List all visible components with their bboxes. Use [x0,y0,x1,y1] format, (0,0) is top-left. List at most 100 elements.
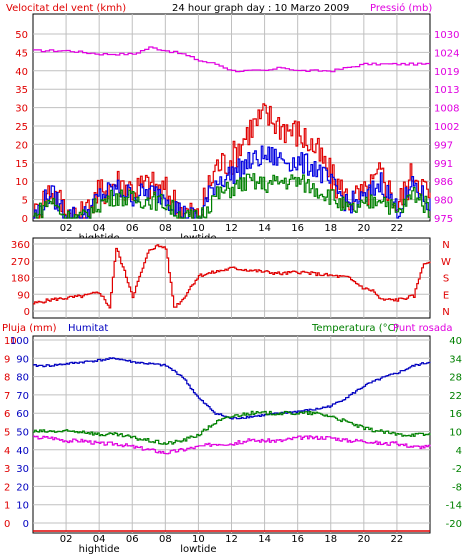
chart-title: 24 hour graph day : 10 Marzo 2009 [172,3,349,14]
pressure-tick-label: 997 [434,140,453,151]
humidity-tick-label: 100 [10,336,29,347]
rain-tick-label: 10 [4,336,17,347]
humidity-tick-label: 30 [16,464,29,475]
rain-tick-label: 5 [4,428,10,439]
direction-series [33,244,431,309]
humidity-tick-label: 40 [16,446,29,457]
wind-tick-label: 30 [15,104,28,115]
direction-tick-label: 180 [11,274,30,285]
humidity-tick-label: 80 [16,373,29,384]
wind-series [33,46,431,219]
direction-left-ticks: 360 270 180 90 0 [11,240,30,318]
humidity-tick-label: 0 [23,519,29,530]
temperature-tick-label: -14 [446,501,462,512]
temp-x-tick-label: 16 [291,534,304,545]
tide-label: lowtide [180,544,216,555]
temp-x-ticks: 02 04 06 08 10 12 14 16 18 20 22 hightide lowtide [60,534,404,555]
temp-x-tick-label: 04 [93,534,106,545]
compass-tick-label: W [441,257,451,268]
wind-tick-label: 10 [15,177,28,188]
humidity-tick-label: 70 [16,391,29,402]
pressure-tick-label: 1013 [434,85,459,96]
wind-x-tick-label: 20 [357,223,370,234]
temp-humidity-panel: Pluja (mm) Humitat Temperatura (°C) Punt… [2,323,462,555]
direction-grid [33,238,430,318]
temperature-tick-label: -8 [452,482,462,493]
wind-x-tick-label: 04 [93,223,106,234]
dewpoint-axis-label: Punt rosada [393,323,452,334]
temperature-tick-label: 34 [449,354,462,365]
temperature-tick-label: 4 [456,446,462,457]
wind-tick-label: 50 [15,30,28,41]
temp-series-line [33,435,431,455]
temp-right-ticks: 40 34 28 22 16 10 4 -2 -8 -14 -20 [446,336,462,530]
pressure-tick-label: 986 [434,177,453,188]
wind-x-tick-label: 08 [159,223,172,234]
wind-x-tick-label: 06 [126,223,139,234]
temperature-axis-label: Temperatura (°C) [311,323,399,334]
humidity-tick-label: 90 [16,354,29,365]
wind-tick-label: 5 [22,196,28,207]
compass-tick-label: S [443,274,449,285]
temperature-tick-label: -2 [452,464,462,475]
tide-label: hightide [79,544,120,555]
wind-tick-label: 40 [15,67,28,78]
temperature-tick-label: 40 [449,336,462,347]
rain-tick-label: 7 [4,391,10,402]
pressure-tick-label: 980 [434,196,453,207]
direction-tick-label: 360 [11,240,30,251]
temperature-tick-label: 22 [449,391,462,402]
humidity-axis-label: Humitat [68,323,108,334]
compass-tick-label: E [443,290,449,301]
temp-x-tick-label: 10 [192,534,205,545]
pressure-tick-label: 975 [434,214,453,225]
rain-tick-label: 9 [4,354,10,365]
wind-tick-label: 45 [15,48,28,59]
wind-tick-label: 20 [15,140,28,151]
pressure-tick-label: 991 [434,159,453,170]
wind-pressure-panel: Velocitat del vent (kmh) 24 hour graph d… [6,2,459,244]
temperature-tick-label: -20 [446,519,462,530]
wind-tick-label: 35 [15,85,28,96]
wind-x-tick-label: 16 [291,223,304,234]
temp-series-line [33,410,431,445]
direction-series-line [33,244,431,309]
direction-tick-label: 270 [11,257,30,268]
wind-series-line [33,173,431,219]
temp-x-tick-label: 08 [159,534,172,545]
humidity-tick-label: 20 [16,482,29,493]
pressure-axis-label: Pressió (mb) [370,2,432,14]
temp-grid [33,336,430,533]
wind-x-tick-label: 12 [225,223,238,234]
rain-axis-label: Pluja (mm) [2,323,57,334]
rain-tick-label: 6 [4,409,10,420]
pressure-tick-label: 1024 [434,48,459,59]
temperature-tick-label: 16 [449,409,462,420]
temp-x-tick-label: 02 [60,534,73,545]
wind-series-line [33,145,431,219]
pressure-tick-label: 1002 [434,122,459,133]
wind-x-tick-label: 10 [192,223,205,234]
rain-tick-label: 0 [4,519,10,530]
direction-tick-label: 0 [24,307,30,318]
compass-tick-label: N [442,307,449,318]
wind-x-tick-label: 14 [258,223,271,234]
wind-series-line [33,46,430,73]
pressure-tick-label: 1008 [434,104,459,115]
pressure-tick-label: 1030 [434,30,459,41]
temp-x-tick-label: 22 [391,534,404,545]
rain-tick-label: 3 [4,464,10,475]
temp-series [33,357,431,532]
wind-x-tick-label: 02 [60,223,73,234]
wind-tick-label: 0 [22,214,28,225]
direction-tick-label: 90 [17,290,30,301]
temp-x-tick-label: 12 [225,534,238,545]
pressure-tick-label: 1019 [434,67,459,78]
temp-x-tick-label: 14 [258,534,271,545]
wind-tick-label: 25 [15,122,28,133]
rain-tick-label: 8 [4,373,10,384]
